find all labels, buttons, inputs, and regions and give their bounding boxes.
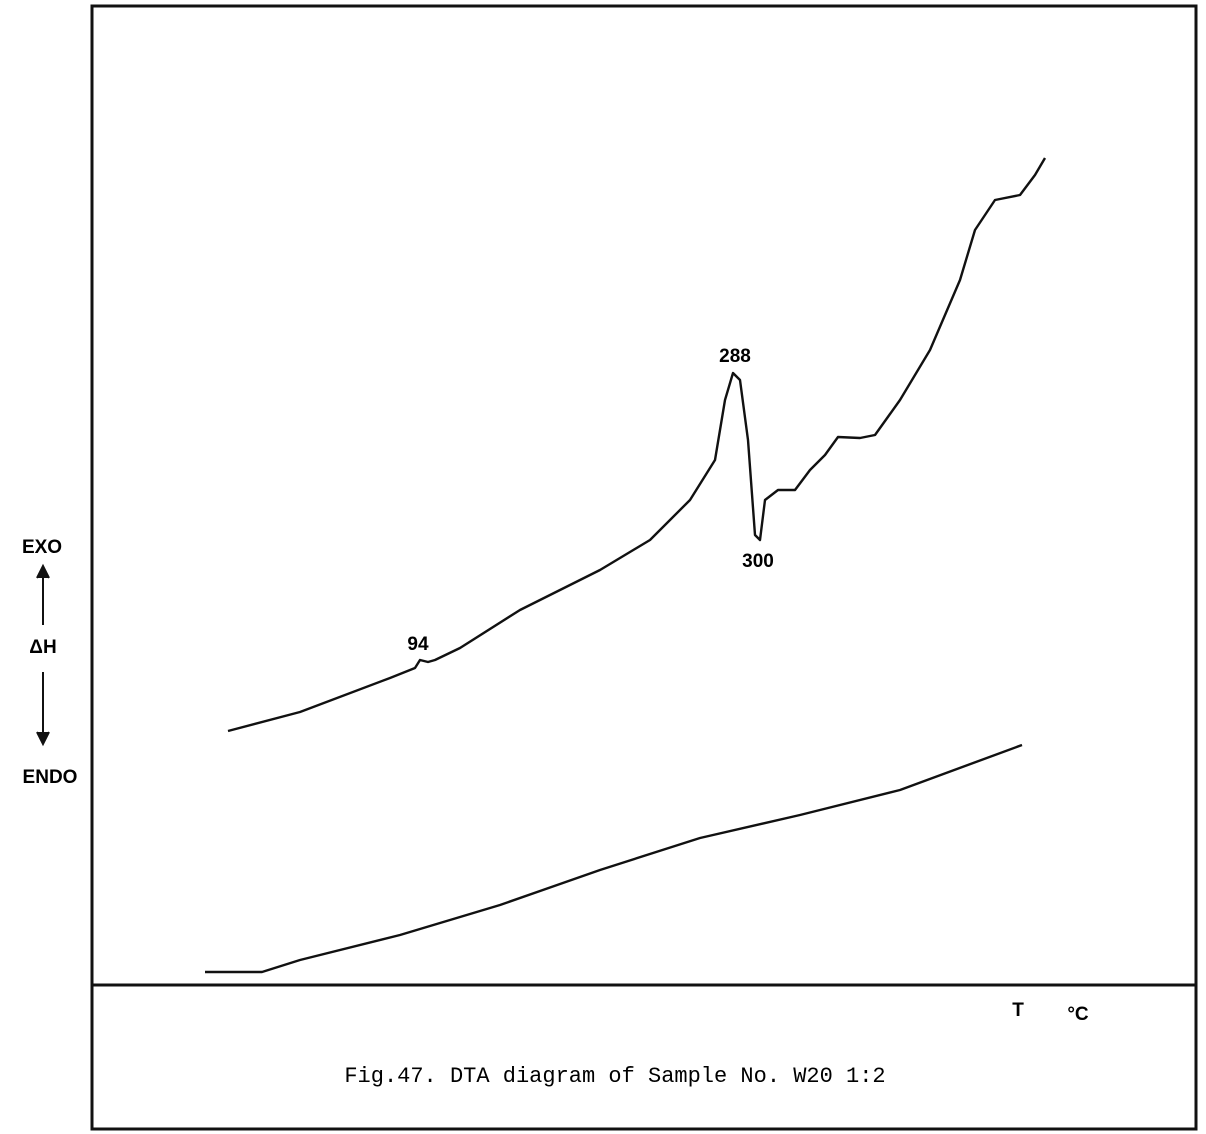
endo-label: ENDO	[23, 767, 78, 788]
down-arrow	[36, 672, 50, 747]
unit-label: °C	[1067, 1004, 1089, 1025]
frame	[90, 4, 1198, 1131]
peak-label: 300	[742, 551, 774, 572]
peak-label: 288	[719, 346, 751, 367]
caption: Fig.47. DTA diagram of Sample No. W20 1:…	[344, 1064, 885, 1089]
delta-h-label: ΔH	[29, 637, 56, 658]
reference-curve	[205, 743, 1023, 974]
temperature-label: T	[1012, 1000, 1024, 1021]
exo-label: EXO	[22, 537, 62, 558]
peak-label: 94	[407, 634, 429, 655]
dta-curve	[227, 157, 1047, 733]
up-arrow	[36, 563, 50, 625]
